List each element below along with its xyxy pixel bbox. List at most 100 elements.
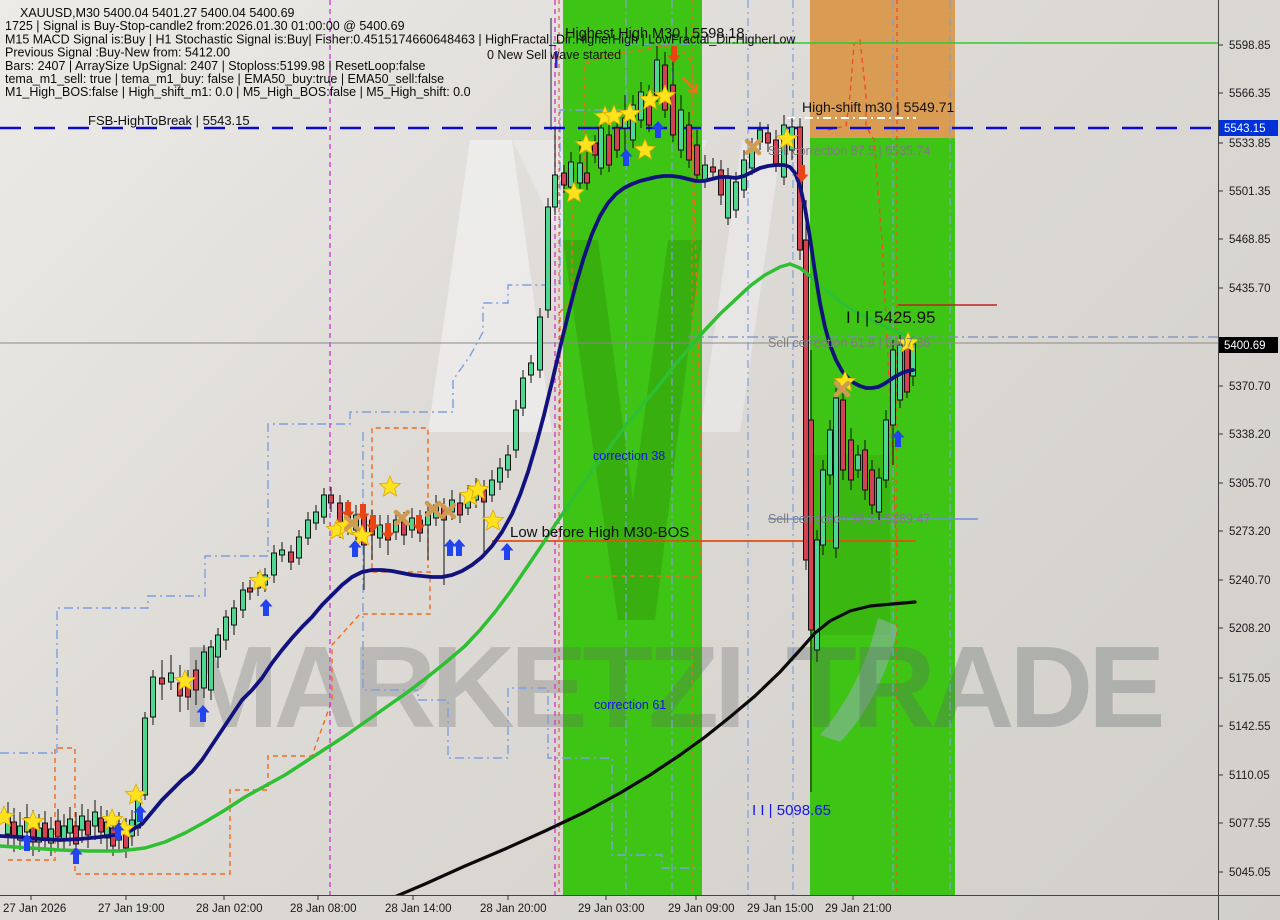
close-signal-x-icon [439,502,457,520]
buy-arrow-icon [452,539,466,556]
candle [537,308,543,378]
candle-up [150,676,156,718]
candle-up [855,454,861,471]
time-tick-label: 28 Jan 20:00 [480,903,547,915]
buy-arrow-icon [500,543,514,560]
candle [150,670,156,725]
candle-up [505,454,511,471]
candle [598,120,604,175]
plot-area[interactable]: MARKETZI TRADE Highest High M30 | 5598.18 0… [0,0,1218,918]
candle-down [710,166,716,173]
fsb-high-to-break-label: FSB-HighToBreak | 5543.15 [88,113,250,128]
close-signal-x-icon [744,138,762,156]
candle [781,115,787,185]
buy-arrow-icon [651,121,665,138]
candle [710,158,716,180]
time-tick-label: 28 Jan 02:00 [196,903,263,915]
header-info-line: XAUUSD,M30 5400.04 5401.27 5400.04 5400.… [20,6,295,20]
correction-38-label: correction 38 [593,449,665,463]
candle-up [820,469,826,546]
candle [808,350,814,792]
high-shift-label: High-shift m30 | 5549.71 [802,99,954,115]
signal-markers [0,46,920,864]
candle-up [520,377,526,409]
price-tick-label: 5370.70 [1229,381,1271,393]
candle-up [92,811,98,827]
price-tick-label: 5142.55 [1229,721,1271,733]
candle-down [840,399,846,471]
tema-line [0,163,915,842]
candle-down [247,587,253,593]
candle [208,640,214,700]
level-ii-low-label: I I | 5098.65 [752,802,831,819]
candle [193,660,199,705]
candle [876,468,882,520]
candle [718,160,724,205]
sell-diagonal-arrow-icon [681,76,699,94]
level-ii-high-label: I I | 5425.95 [846,308,935,327]
sell-correction-382-label: Sell correction 38.2 | 5289.47 [768,512,930,526]
candle-up [781,124,787,178]
candle [862,440,868,500]
candle-down [848,439,854,481]
candle-up [168,672,174,683]
buy-arrow-icon [196,705,210,722]
close-signal-x-icon [343,514,361,532]
upper-channel-blue [0,43,700,754]
candle [545,198,551,318]
candle [584,152,590,190]
candle-down [862,449,868,491]
candle-down [159,677,165,685]
candle [855,445,861,478]
candle [528,355,534,383]
buy-star-icon [574,132,598,155]
candle-up [883,419,889,481]
time-tick-label: 29 Jan 03:00 [578,903,645,915]
sell-arrow-icon [381,523,395,540]
candle [869,460,875,515]
buy-star-icon [638,87,662,110]
candle [288,545,294,570]
candle [814,530,820,662]
candle [296,530,302,565]
candle [215,628,221,668]
candle-up [377,524,383,539]
candle [568,152,574,195]
buy-star-icon [481,508,505,531]
candle [638,82,644,128]
candle-up [17,825,23,841]
candle [820,460,826,555]
sell-arrow-icon [412,515,426,532]
candle-up [833,397,839,549]
candle [55,809,61,848]
header-info-line: tema_m1_sell: true | tema_m1_buy: false … [5,72,444,86]
candle-up [305,519,311,539]
candle [279,542,285,562]
candle [606,125,612,172]
buy-star-icon [633,137,657,160]
candle-down [670,84,676,136]
candle-up [890,349,896,426]
price-badge-label: 5400.69 [1224,340,1266,352]
candle [489,470,495,502]
candle-up [537,316,543,371]
candle-down [584,172,590,184]
watermark-brand: TRADE [786,622,1161,752]
candle-up [208,646,214,691]
band-logo-swoosh-icon [820,618,898,742]
candle-up [271,552,277,576]
candle [409,508,415,538]
candle [686,112,692,168]
buy-arrow-icon [348,540,362,557]
candle-up [702,164,708,181]
candle-down [606,134,612,166]
sell-correction-618-label: Sell correction 61.8 | 5407.36 [768,336,930,350]
candle [201,645,207,698]
price-tick-label: 5305.70 [1229,478,1271,490]
buy-star-icon [21,809,45,832]
price-badge [1219,337,1278,353]
sell-zone-band [810,0,955,138]
candle-down [904,344,910,393]
